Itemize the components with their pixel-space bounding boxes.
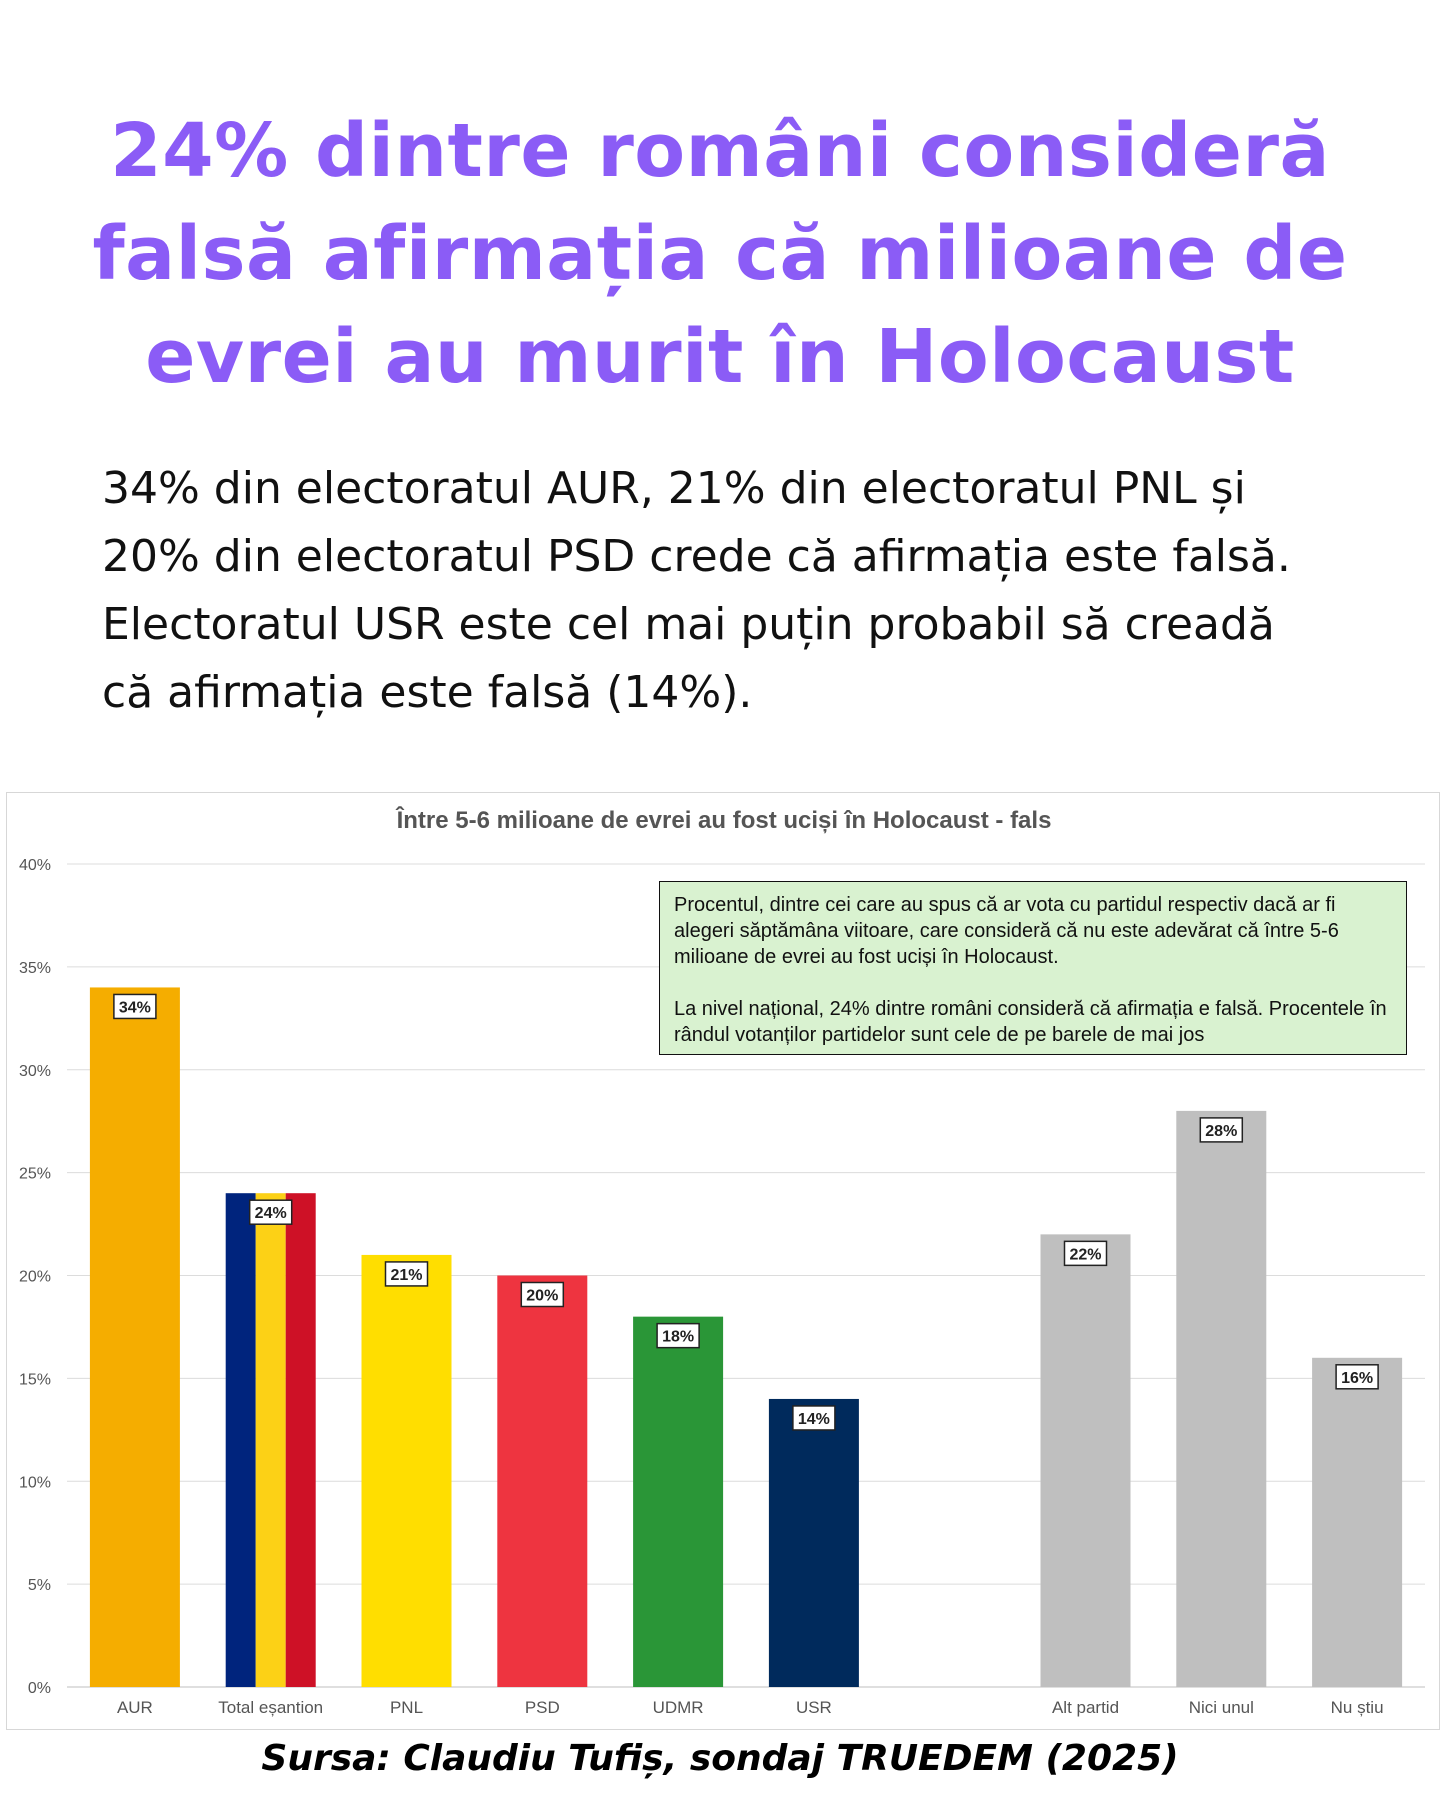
data-label: 24% — [255, 1205, 287, 1222]
data-label: 21% — [390, 1267, 422, 1284]
bar — [1176, 1110, 1267, 1687]
bar-segment — [255, 1193, 286, 1687]
bar — [497, 1275, 588, 1687]
bar — [361, 1254, 452, 1687]
x-tick-label: Nu știu — [1331, 1698, 1384, 1717]
data-label: 20% — [526, 1288, 558, 1305]
bar-chart: Între 5-6 milioane de evrei au fost uciș… — [19, 806, 1425, 1717]
x-tick-label: USR — [796, 1698, 832, 1717]
x-tick-label: PNL — [390, 1698, 423, 1717]
headline: 24% dintre români consideră falsă afirma… — [92, 108, 1348, 400]
data-label: 16% — [1341, 1370, 1373, 1387]
bar — [1312, 1357, 1403, 1687]
x-tick-label: Total eșantion — [218, 1698, 323, 1717]
bar — [633, 1316, 724, 1687]
data-label-box — [520, 1281, 565, 1308]
note-paragraph-1: Procentul, dintre cei care au spus că ar… — [674, 894, 1339, 968]
y-tick-label: 10% — [19, 1474, 51, 1491]
data-label-box — [1199, 1117, 1244, 1143]
y-tick-label: 35% — [19, 960, 51, 977]
y-tick-label: 25% — [19, 1166, 51, 1183]
x-tick-label: Alt partid — [1052, 1698, 1119, 1717]
y-tick-label: 40% — [19, 857, 51, 874]
bar-segment — [285, 1193, 316, 1687]
x-tick-label: AUR — [117, 1698, 153, 1717]
data-label-box — [248, 1199, 293, 1225]
bar-segment — [225, 1193, 256, 1687]
x-tick-label: Nici unul — [1189, 1698, 1254, 1717]
data-label: 18% — [662, 1329, 694, 1346]
data-label: 34% — [119, 999, 151, 1016]
data-label-box — [792, 1405, 836, 1431]
bar — [1040, 1234, 1131, 1687]
data-label-box — [384, 1261, 429, 1287]
y-tick-label: 15% — [19, 1371, 51, 1388]
data-label-box — [656, 1322, 700, 1349]
x-tick-label: UDMR — [653, 1698, 704, 1717]
data-label: 14% — [798, 1411, 830, 1428]
note-paragraph-2: La nivel național, 24% dintre români con… — [674, 998, 1387, 1046]
chart-title: Între 5-6 milioane de evrei au fost uciș… — [396, 806, 1052, 834]
source-credit: Sursa: Claudiu Tufiș, sondaj TRUEDEM (20… — [261, 1738, 1179, 1779]
data-label-box — [113, 993, 157, 1020]
summary-text: 34% din electoratul AUR, 21% din elector… — [102, 463, 1291, 718]
data-label-box — [1063, 1240, 1108, 1267]
data-label: 28% — [1205, 1123, 1237, 1140]
y-tick-label: 5% — [28, 1577, 51, 1594]
y-tick-label: 30% — [19, 1063, 51, 1080]
bar — [768, 1398, 859, 1687]
y-tick-label: 0% — [28, 1680, 51, 1697]
data-label-box — [1335, 1364, 1379, 1390]
bar — [89, 987, 180, 1687]
data-label: 22% — [1069, 1246, 1101, 1263]
y-tick-label: 20% — [19, 1269, 51, 1286]
x-tick-label: PSD — [525, 1698, 560, 1717]
chart-note: Procentul, dintre cei care au spus că ar… — [659, 881, 1407, 1055]
